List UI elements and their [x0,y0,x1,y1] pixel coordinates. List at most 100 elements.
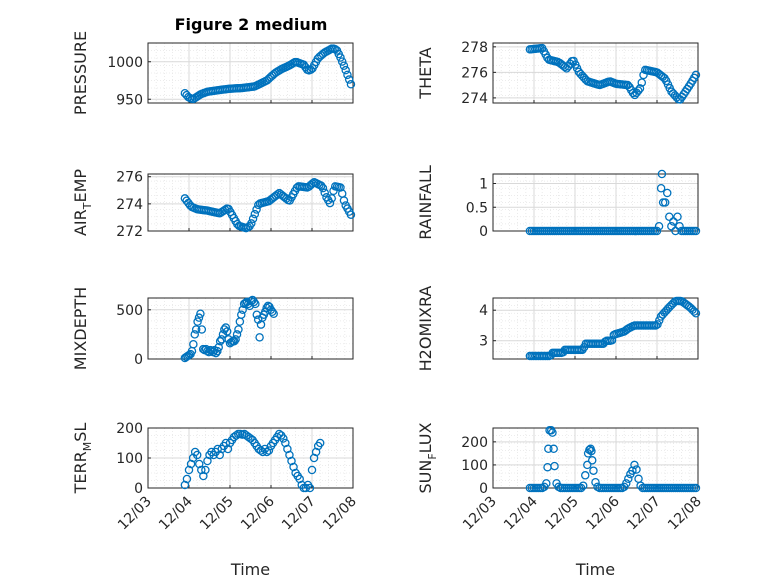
data-point [217,335,226,344]
data-point [337,57,347,66]
data-point [652,226,662,236]
data-point [255,333,264,342]
data-point [229,337,239,346]
x-tick-label: 12/04 [156,493,196,533]
data-point [657,169,667,179]
x-tick-label: 12/05 [197,494,237,534]
data-point [248,214,258,224]
data-point [673,212,682,221]
data-point [234,325,243,334]
data-point [630,460,639,470]
data-point [279,434,288,443]
data-point [320,188,329,198]
x-tick-label: 12/06 [238,493,278,533]
data-point [336,53,345,62]
y-tick-label: 100 [461,458,488,474]
panel-mixdepth: 0 500 MIXDEPTH [71,287,354,370]
data-point [544,444,553,454]
data-point [622,479,631,488]
data-point [307,465,317,475]
y-tick-label: 0 [479,481,488,497]
data-point [262,447,272,457]
data-point [660,198,670,207]
y-tick-label: 1 [479,177,488,193]
x-tick-label: 12/03 [115,494,155,534]
y-tick-label: 100 [116,451,143,467]
panel-rainfall: 0 0.5 1 RAINFALL [416,165,701,240]
data-point [220,205,230,215]
y-axis-label: MIXDEPTH [71,287,90,370]
y-axis-label: H2OMIXRA [416,286,435,372]
axes-box [492,42,699,104]
data-point [576,483,586,493]
panel-h2omixra: 3 4 H2OMIXRA [416,286,701,372]
data-point [237,310,246,319]
data-point [628,466,637,475]
y-axis-label: PRESSURE [71,31,90,115]
data-point [339,196,349,205]
data-point [583,460,592,470]
data-point [344,75,354,84]
x-axis-label: Time [230,560,270,579]
data-point [691,226,701,236]
data-point [222,327,232,336]
data-point [669,217,678,226]
data-point [634,474,643,484]
y-axis-label: SUNFLUX [416,422,439,493]
data-point [637,78,647,87]
data-point [191,325,201,334]
data-point [250,209,260,219]
y-tick-label: 1000 [107,55,143,71]
y-axis-label: TERRMSL [71,423,94,495]
y-tick-label: 274 [461,91,488,107]
data-point [346,80,356,89]
y-tick-label: 200 [461,435,488,451]
data-point [238,305,247,315]
data-point [635,84,645,93]
figure-title: Figure 2 medium [175,15,328,34]
data-point [581,471,590,480]
data-point [550,461,559,471]
data-point [675,221,684,231]
data-point [339,61,349,70]
data-point [665,212,674,221]
data-point [231,431,241,440]
data-point [192,450,202,460]
data-point [214,342,223,352]
y-axis-label: AIRTEMP [71,169,94,236]
data-point [232,330,242,339]
data-point [315,438,325,448]
y-tick-label: 276 [116,170,143,186]
data-point [634,86,643,95]
data-point [691,308,701,318]
data-point [691,70,701,80]
x-tick-label: 12/08 [320,494,360,534]
data-point [235,317,245,326]
data-point [196,309,205,318]
data-point [268,307,277,317]
data-point [182,474,192,484]
y-tick-label: 278 [461,40,488,56]
panel-terr: 0 100 200 12/03 12/04 12/05 12/06 12/07 12/08 Tim… [71,421,360,579]
data-point [269,309,278,318]
y-tick-label: 3 [479,334,488,350]
data-point [190,330,200,339]
data-point [194,313,204,322]
data-point [318,183,328,193]
data-point [628,88,638,98]
data-point [548,428,557,437]
y-axis-label: THETA [416,47,435,99]
panel-theta: 274 276 278 THETA [416,40,701,107]
y-tick-label: 0 [134,481,143,497]
axes-box [492,297,699,360]
data-point [249,297,259,307]
x-tick-label: 12/03 [460,494,500,534]
y-tick-label: 0.5 [466,200,488,216]
data-point [667,221,676,231]
data-point [193,317,202,326]
data-point [671,226,680,236]
y-tick-label: 274 [116,197,143,213]
data-point [656,183,666,193]
data-point [213,346,222,356]
panel-pressure: 950 1000 PRESSURE [71,31,356,115]
